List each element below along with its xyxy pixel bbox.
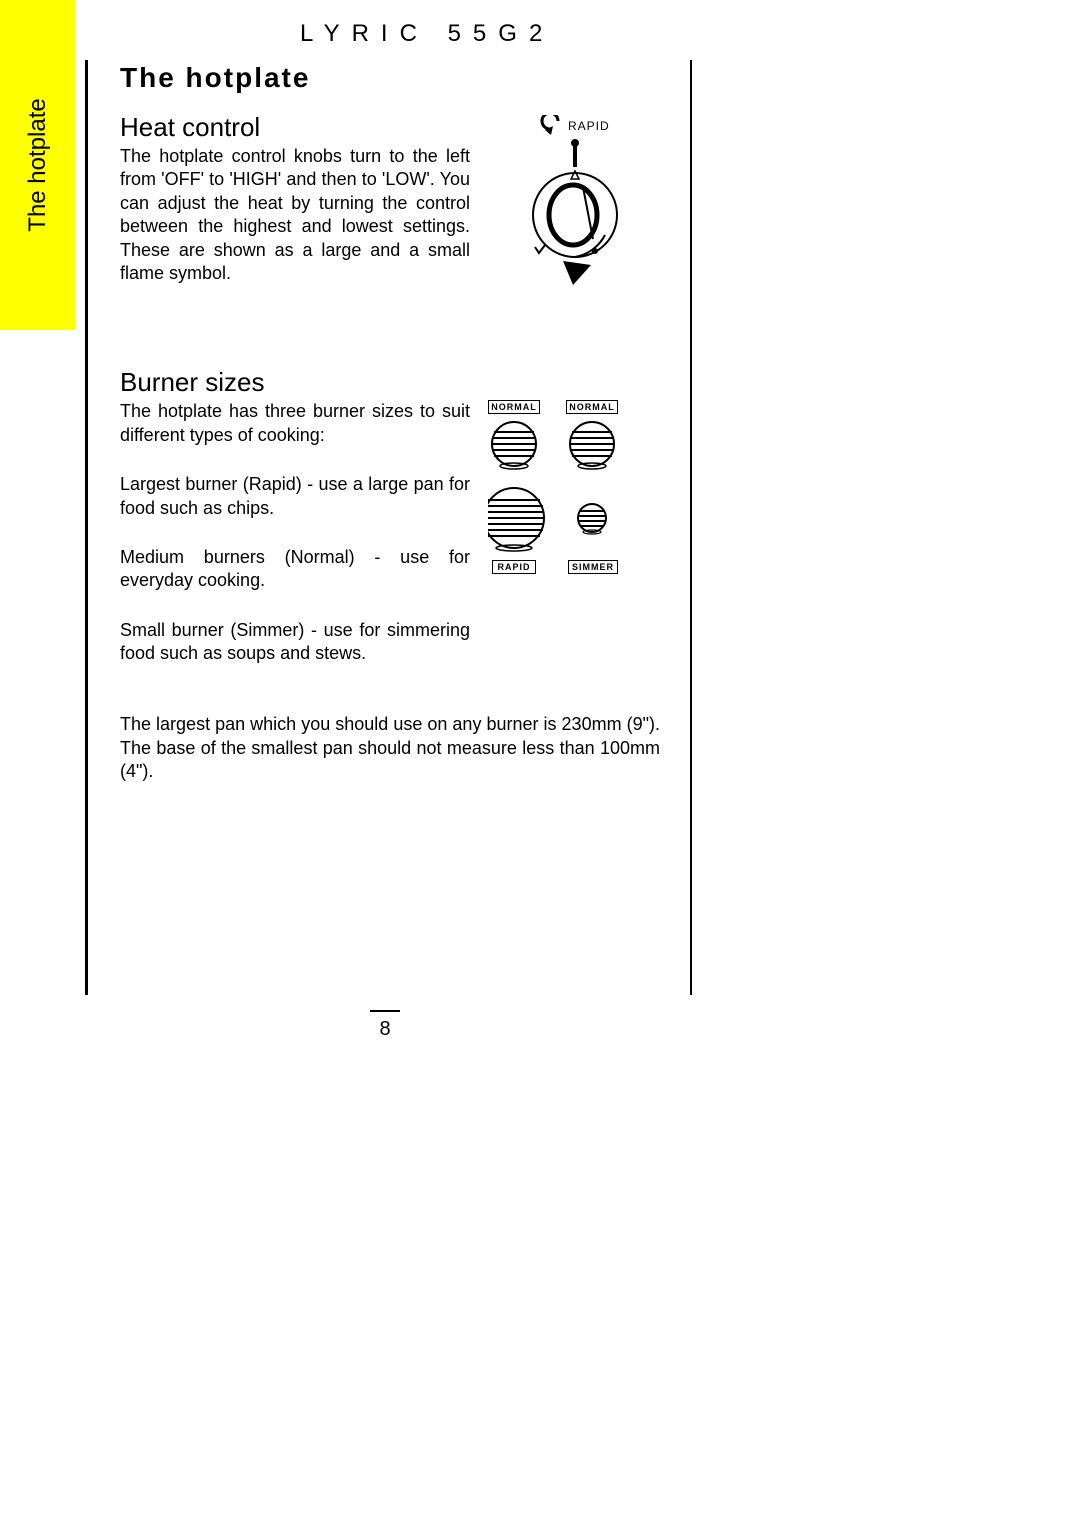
burner-sizes-p3: Small burner (Simmer) - use for simmerin…: [120, 619, 470, 666]
section-title: The hotplate: [120, 62, 670, 94]
page-header: LYRIC 55G2: [300, 20, 554, 48]
burner-sizes-title: Burner sizes: [120, 367, 670, 398]
burner-sizes-intro: The hotplate has three burner sizes to s…: [120, 400, 470, 447]
knob-figure: RAPID: [495, 115, 655, 295]
burner-label-rapid: RAPID: [492, 560, 536, 574]
burner-sizes-p2: Medium burners (Normal) - use for everyd…: [120, 546, 470, 593]
page-number: 8: [370, 1018, 400, 1041]
rule-left: [85, 60, 88, 995]
burner-label-simmer: SIMMER: [568, 560, 618, 574]
pan-note: The largest pan which you should use on …: [120, 713, 660, 783]
knob-rapid-label: RAPID: [568, 119, 610, 133]
rule-right: [690, 60, 692, 995]
page-number-rule: [370, 1010, 400, 1012]
burners-figure: NORMAL NORMAL: [488, 400, 648, 590]
side-tab-label: The hotplate: [24, 98, 52, 231]
side-tab: The hotplate: [0, 0, 75, 330]
burner-sizes-p1: Largest burner (Rapid) - use a large pan…: [120, 473, 470, 520]
knob-icon: [495, 115, 655, 295]
heat-control-body: The hotplate control knobs turn to the l…: [120, 145, 470, 285]
page-number-block: 8: [370, 1010, 400, 1041]
